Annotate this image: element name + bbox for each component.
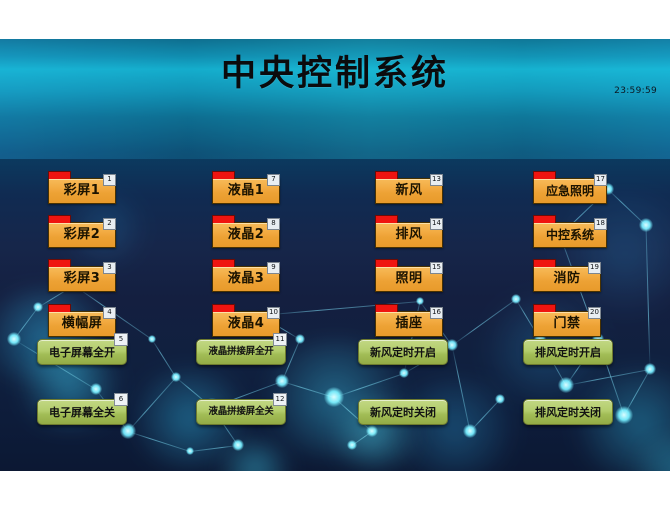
folder-button-label: 应急照明 [545,183,594,198]
action-button-新风定时关闭[interactable]: 新风定时关闭 [358,399,448,425]
folder-button-label: 液晶2 [227,227,265,242]
action-button-label: 电子屏幕全开 [49,345,115,359]
folder-button-9[interactable]: 液晶3 9 [212,259,280,292]
folder-button-index-badge: 13 [430,174,443,186]
folder-button-index-badge: 10 [267,307,280,319]
folder-button-index-badge: 17 [594,174,607,186]
folder-button-17[interactable]: 应急照明 17 [533,171,607,204]
action-button-排风定时开启[interactable]: 排风定时开启 [523,339,613,365]
folder-button-label: 新风 [395,183,423,198]
action-button-11[interactable]: 液晶拼接屏全开 11 [196,333,287,365]
action-button-新风定时开启[interactable]: 新风定时开启 [358,339,448,365]
folder-tab-icon [48,259,71,267]
folder-tab-icon [375,215,398,223]
folder-button-label: 液晶3 [227,271,265,286]
folder-tab-icon [533,171,556,179]
action-button-12[interactable]: 液晶拼接屏全关 12 [196,393,287,425]
action-button-label: 排风定时关闭 [535,405,601,419]
control-system-screen: 中央控制系统 23:59:59 彩屏1 1 彩屏2 2 彩屏3 3 横幅屏 4 液晶1 7 液晶2 8… [0,39,670,471]
folder-tab-icon [375,304,398,312]
folder-button-3[interactable]: 彩屏3 3 [48,259,116,292]
folder-button-7[interactable]: 液晶1 7 [212,171,280,204]
action-button-label: 电子屏幕全关 [49,405,115,419]
folder-button-label: 彩屏3 [63,271,101,286]
page-title: 中央控制系统 [220,53,449,94]
folder-button-14[interactable]: 排风 14 [375,215,443,248]
action-button-index-badge: 12 [273,393,287,406]
folder-button-label: 排风 [395,227,423,242]
folder-button-index-badge: 15 [430,262,443,274]
folder-button-label: 中控系统 [545,227,594,242]
action-button-label: 排风定时开启 [535,345,601,359]
background-teal-sheen [0,39,670,159]
folder-tab-icon [533,215,556,223]
folder-tab-icon [48,215,71,223]
folder-tab-icon [212,215,235,223]
folder-button-index-badge: 18 [594,218,607,230]
folder-button-20[interactable]: 门禁 20 [533,304,601,337]
folder-button-19[interactable]: 消防 19 [533,259,601,292]
folder-button-index-badge: 7 [267,174,280,186]
folder-button-label: 彩屏2 [63,227,101,242]
folder-button-index-badge: 9 [267,262,280,274]
folder-button-2[interactable]: 彩屏2 2 [48,215,116,248]
folder-button-label: 彩屏1 [63,183,101,198]
folder-button-index-badge: 4 [103,307,116,319]
action-button-5[interactable]: 电子屏幕全开 5 [37,333,128,365]
folder-button-label: 液晶1 [227,183,265,198]
folder-button-index-badge: 2 [103,218,116,230]
folder-tab-icon [48,304,71,312]
folder-button-label: 横幅屏 [61,316,103,331]
folder-button-10[interactable]: 液晶4 10 [212,304,280,337]
folder-button-index-badge: 14 [430,218,443,230]
action-button-grid: 电子屏幕全开 5 电子屏幕全关 6 液晶拼接屏全开 11 液晶拼接屏全关 12 新风定时开启 新风… [0,39,670,471]
folder-tab-icon [533,304,556,312]
folder-button-label: 消防 [553,271,581,286]
action-button-label: 新风定时关闭 [370,405,436,419]
folder-button-label: 液晶4 [227,316,265,331]
action-button-6[interactable]: 电子屏幕全关 6 [37,393,128,425]
folder-button-index-badge: 20 [588,307,601,319]
folder-button-index-badge: 1 [103,174,116,186]
folder-button-label: 门禁 [553,316,581,331]
folder-button-index-badge: 3 [103,262,116,274]
folder-button-index-badge: 19 [588,262,601,274]
folder-tab-icon [375,259,398,267]
folder-button-label: 插座 [395,316,423,331]
folder-tab-icon [212,304,235,312]
folder-button-16[interactable]: 插座 16 [375,304,443,337]
folder-tab-icon [212,171,235,179]
folder-button-label: 照明 [395,271,423,286]
action-button-index-badge: 5 [114,333,128,346]
folder-tab-icon [212,259,235,267]
folder-button-1[interactable]: 彩屏1 1 [48,171,116,204]
folder-tab-icon [48,171,71,179]
folder-tab-icon [533,259,556,267]
action-button-label: 新风定时开启 [370,345,436,359]
action-button-index-badge: 11 [273,333,287,346]
folder-button-index-badge: 16 [430,307,443,319]
folder-button-4[interactable]: 横幅屏 4 [48,304,116,337]
folder-button-15[interactable]: 照明 15 [375,259,443,292]
action-button-label: 液晶拼接屏全开 [208,346,274,358]
action-button-index-badge: 6 [114,393,128,406]
folder-button-8[interactable]: 液晶2 8 [212,215,280,248]
action-button-label: 液晶拼接屏全关 [208,406,274,418]
folder-button-13[interactable]: 新风 13 [375,171,443,204]
clock-display: 23:59:59 [614,86,657,96]
folder-button-18[interactable]: 中控系统 18 [533,215,607,248]
folder-tab-icon [375,171,398,179]
folder-button-grid: 彩屏1 1 彩屏2 2 彩屏3 3 横幅屏 4 液晶1 7 液晶2 8 液晶3 9 液晶4 10 新风 13 排风 1… [0,39,670,471]
folder-button-index-badge: 8 [267,218,280,230]
action-button-排风定时关闭[interactable]: 排风定时关闭 [523,399,613,425]
